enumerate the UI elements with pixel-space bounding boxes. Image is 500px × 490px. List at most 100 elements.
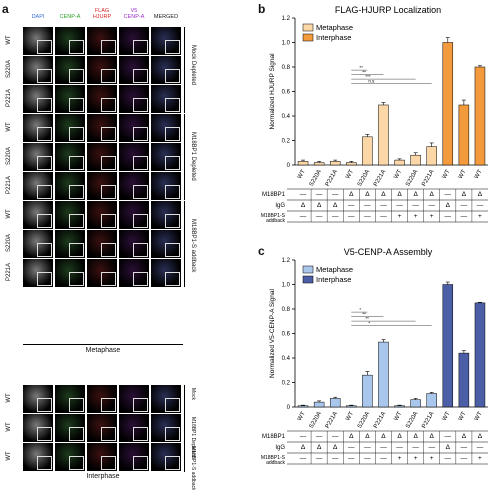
significance-mark: ** xyxy=(359,65,363,70)
inset-box xyxy=(165,40,180,54)
table-cell: — xyxy=(300,191,307,198)
metaphase-image-tile xyxy=(119,172,149,200)
metaphase-image-tile xyxy=(87,201,117,229)
table-cell: — xyxy=(316,433,323,440)
bar xyxy=(329,161,341,166)
metaphase-image-tile xyxy=(55,172,85,200)
panel-c-letter: c xyxy=(258,244,265,258)
group-bracket xyxy=(184,114,185,200)
panel-b-letter: b xyxy=(258,2,266,16)
legend-swatch xyxy=(302,265,314,274)
table-row-label: IgG xyxy=(275,203,285,209)
metaphase-image-tile xyxy=(55,114,85,142)
interphase-image-tile xyxy=(23,443,53,471)
interphase-image-tile xyxy=(151,414,181,442)
table-cell: Δ xyxy=(413,433,418,440)
y-tick-label: 0.6 xyxy=(282,332,291,338)
bar xyxy=(474,302,486,408)
y-tick-label: 1.2 xyxy=(282,258,291,264)
y-tick-label: 0 xyxy=(287,405,291,411)
significance-mark: * xyxy=(368,321,370,326)
bar xyxy=(410,399,421,408)
table-cell: — xyxy=(461,455,468,462)
table-cell: — xyxy=(396,444,403,451)
table-cell: — xyxy=(364,213,371,220)
inset-box xyxy=(37,40,52,54)
inset-box xyxy=(133,214,148,228)
inset-box xyxy=(133,185,148,199)
inset-box xyxy=(69,185,84,199)
inset-box xyxy=(133,427,148,441)
x-tick-label: P221A xyxy=(325,169,339,188)
table-cell: + xyxy=(398,213,402,220)
table-row-label: addback xyxy=(266,218,285,224)
table-cell: — xyxy=(445,213,452,220)
metaphase-group-label: M18BP1-S addback xyxy=(190,219,196,273)
table-cell: — xyxy=(332,213,339,220)
metaphase-image-tile xyxy=(87,172,117,200)
inset-box xyxy=(101,98,116,112)
metaphase-image-tile xyxy=(119,201,149,229)
significance-mark: ** xyxy=(365,316,369,321)
interphase-image-tile xyxy=(87,414,117,442)
metaphase-image-tile xyxy=(23,56,53,84)
inset-box xyxy=(37,127,52,141)
interphase-group-label: M18BP1-S addback xyxy=(190,446,196,490)
inset-box xyxy=(69,398,84,412)
x-tick-label: WT xyxy=(442,411,452,422)
inset-box xyxy=(133,456,148,470)
table-cell: Δ xyxy=(317,444,322,451)
table-cell: Δ xyxy=(365,433,370,440)
inset-box xyxy=(101,427,116,441)
inset-box xyxy=(133,69,148,83)
inset-box xyxy=(37,98,52,112)
table-cell: Δ xyxy=(430,191,435,198)
table-cell: — xyxy=(364,444,371,451)
inset-box xyxy=(69,243,84,257)
bar xyxy=(346,405,357,408)
metaphase-image-tile xyxy=(151,27,181,55)
interphase-image-tile xyxy=(119,414,149,442)
x-tick-label: P221A xyxy=(325,411,339,430)
metaphase-row-label: P221A xyxy=(6,176,12,195)
table-cell: Δ xyxy=(349,191,354,198)
table-cell: — xyxy=(428,444,435,451)
table-cell: — xyxy=(348,202,355,209)
inset-box xyxy=(69,40,84,54)
table-cell: — xyxy=(461,213,468,220)
interphase-group-label: Mock xyxy=(190,388,196,400)
metaphase-image-tile xyxy=(151,56,181,84)
bar xyxy=(297,405,309,408)
metaphase-image-tile xyxy=(151,114,181,142)
significance-mark: * xyxy=(359,307,361,312)
inset-box xyxy=(133,127,148,141)
table-cell: — xyxy=(412,202,419,209)
legend-label: Metaphase xyxy=(316,23,353,32)
table-row-label: M18BP1-S xyxy=(261,455,286,461)
chart-hjurp-localization: FLAG-HJURP Localization 0 0.2 0.4 0.6 0.8 1.0 1… xyxy=(261,5,488,224)
channel-header-0: DAPI xyxy=(31,14,45,20)
metaphase-image-tile xyxy=(119,114,149,142)
interphase-image-tile xyxy=(23,414,53,442)
table-cell: — xyxy=(316,191,323,198)
inset-box xyxy=(37,185,52,199)
inset-box xyxy=(37,214,52,228)
bar xyxy=(378,104,389,166)
inset-box xyxy=(101,456,116,470)
x-tick-label: WT xyxy=(474,169,484,180)
x-tick-label: WT xyxy=(345,169,355,180)
table-cell: + xyxy=(478,455,482,462)
inset-box xyxy=(69,98,84,112)
y-tick-label: 0.4 xyxy=(282,356,291,362)
x-tick-label: S220A xyxy=(309,169,323,188)
bar xyxy=(410,154,421,166)
legend-swatch xyxy=(302,275,314,284)
x-tick-label: WT xyxy=(458,169,468,180)
table-row-label: M18BP1-S xyxy=(261,213,286,219)
significance-mark: *** xyxy=(365,74,371,79)
metaphase-image-tile xyxy=(55,143,85,171)
group-bracket xyxy=(184,414,185,443)
channel-header-1: CENP-A xyxy=(59,14,81,20)
table-cell: Δ xyxy=(462,433,467,440)
metaphase-image-tile xyxy=(87,85,117,113)
